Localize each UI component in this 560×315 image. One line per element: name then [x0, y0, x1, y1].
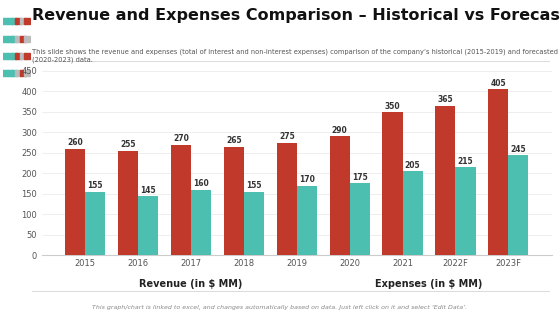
Bar	[330, 136, 349, 255]
Text: 255: 255	[120, 140, 136, 150]
Text: 175: 175	[352, 173, 367, 182]
Text: 350: 350	[385, 102, 400, 111]
Text: 270: 270	[173, 135, 189, 143]
Text: 290: 290	[332, 126, 348, 135]
Text: 160: 160	[193, 180, 209, 188]
Bar	[118, 151, 138, 255]
Text: 145: 145	[141, 186, 156, 195]
Text: This slide shows the revenue and expenses (total of interest and non-interest ex: This slide shows the revenue and expense…	[32, 49, 558, 63]
Text: 405: 405	[491, 79, 506, 88]
Bar	[65, 149, 85, 255]
Bar	[403, 171, 423, 255]
Bar	[191, 190, 211, 255]
Text: 365: 365	[437, 95, 453, 105]
Bar	[488, 89, 508, 255]
Bar	[224, 147, 244, 255]
Text: 155: 155	[87, 181, 103, 191]
Bar	[297, 186, 317, 255]
Bar	[138, 196, 158, 255]
Text: 265: 265	[226, 136, 242, 146]
Bar	[85, 192, 105, 255]
Text: 215: 215	[458, 157, 473, 166]
Text: 275: 275	[279, 132, 295, 141]
Bar	[244, 192, 264, 255]
Text: 245: 245	[511, 145, 526, 154]
Text: This graph/chart is linked to excel, and changes automatically based on data. Ju: This graph/chart is linked to excel, and…	[92, 305, 468, 310]
Bar	[277, 142, 297, 255]
Text: 260: 260	[67, 139, 83, 147]
Text: 155: 155	[246, 181, 262, 191]
Bar	[508, 155, 529, 255]
Text: 170: 170	[299, 175, 315, 184]
Bar	[382, 112, 403, 255]
Text: Expenses (in $ MM): Expenses (in $ MM)	[375, 279, 483, 289]
Bar	[455, 167, 475, 255]
Bar	[435, 106, 455, 255]
Text: Revenue (in $ MM): Revenue (in $ MM)	[139, 279, 242, 289]
Bar	[171, 145, 191, 255]
Text: Revenue and Expenses Comparison – Historical vs Forecasted: Revenue and Expenses Comparison – Histor…	[32, 8, 560, 23]
Bar	[349, 183, 370, 255]
Text: 205: 205	[405, 161, 421, 170]
